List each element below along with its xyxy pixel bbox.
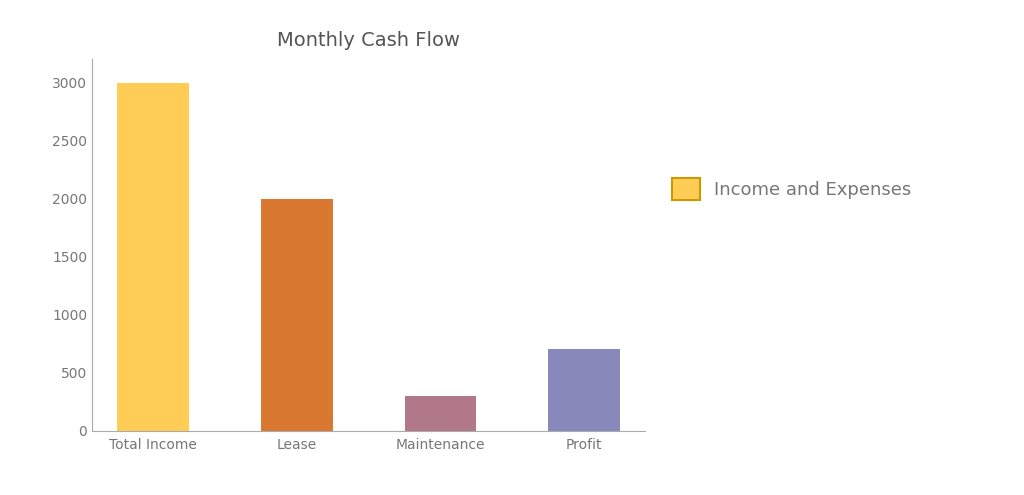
Bar xyxy=(404,396,476,431)
Bar xyxy=(261,198,333,431)
Bar xyxy=(118,83,189,431)
Title: Monthly Cash Flow: Monthly Cash Flow xyxy=(278,31,460,50)
Legend: Income and Expenses: Income and Expenses xyxy=(666,171,919,207)
Bar xyxy=(548,349,620,431)
